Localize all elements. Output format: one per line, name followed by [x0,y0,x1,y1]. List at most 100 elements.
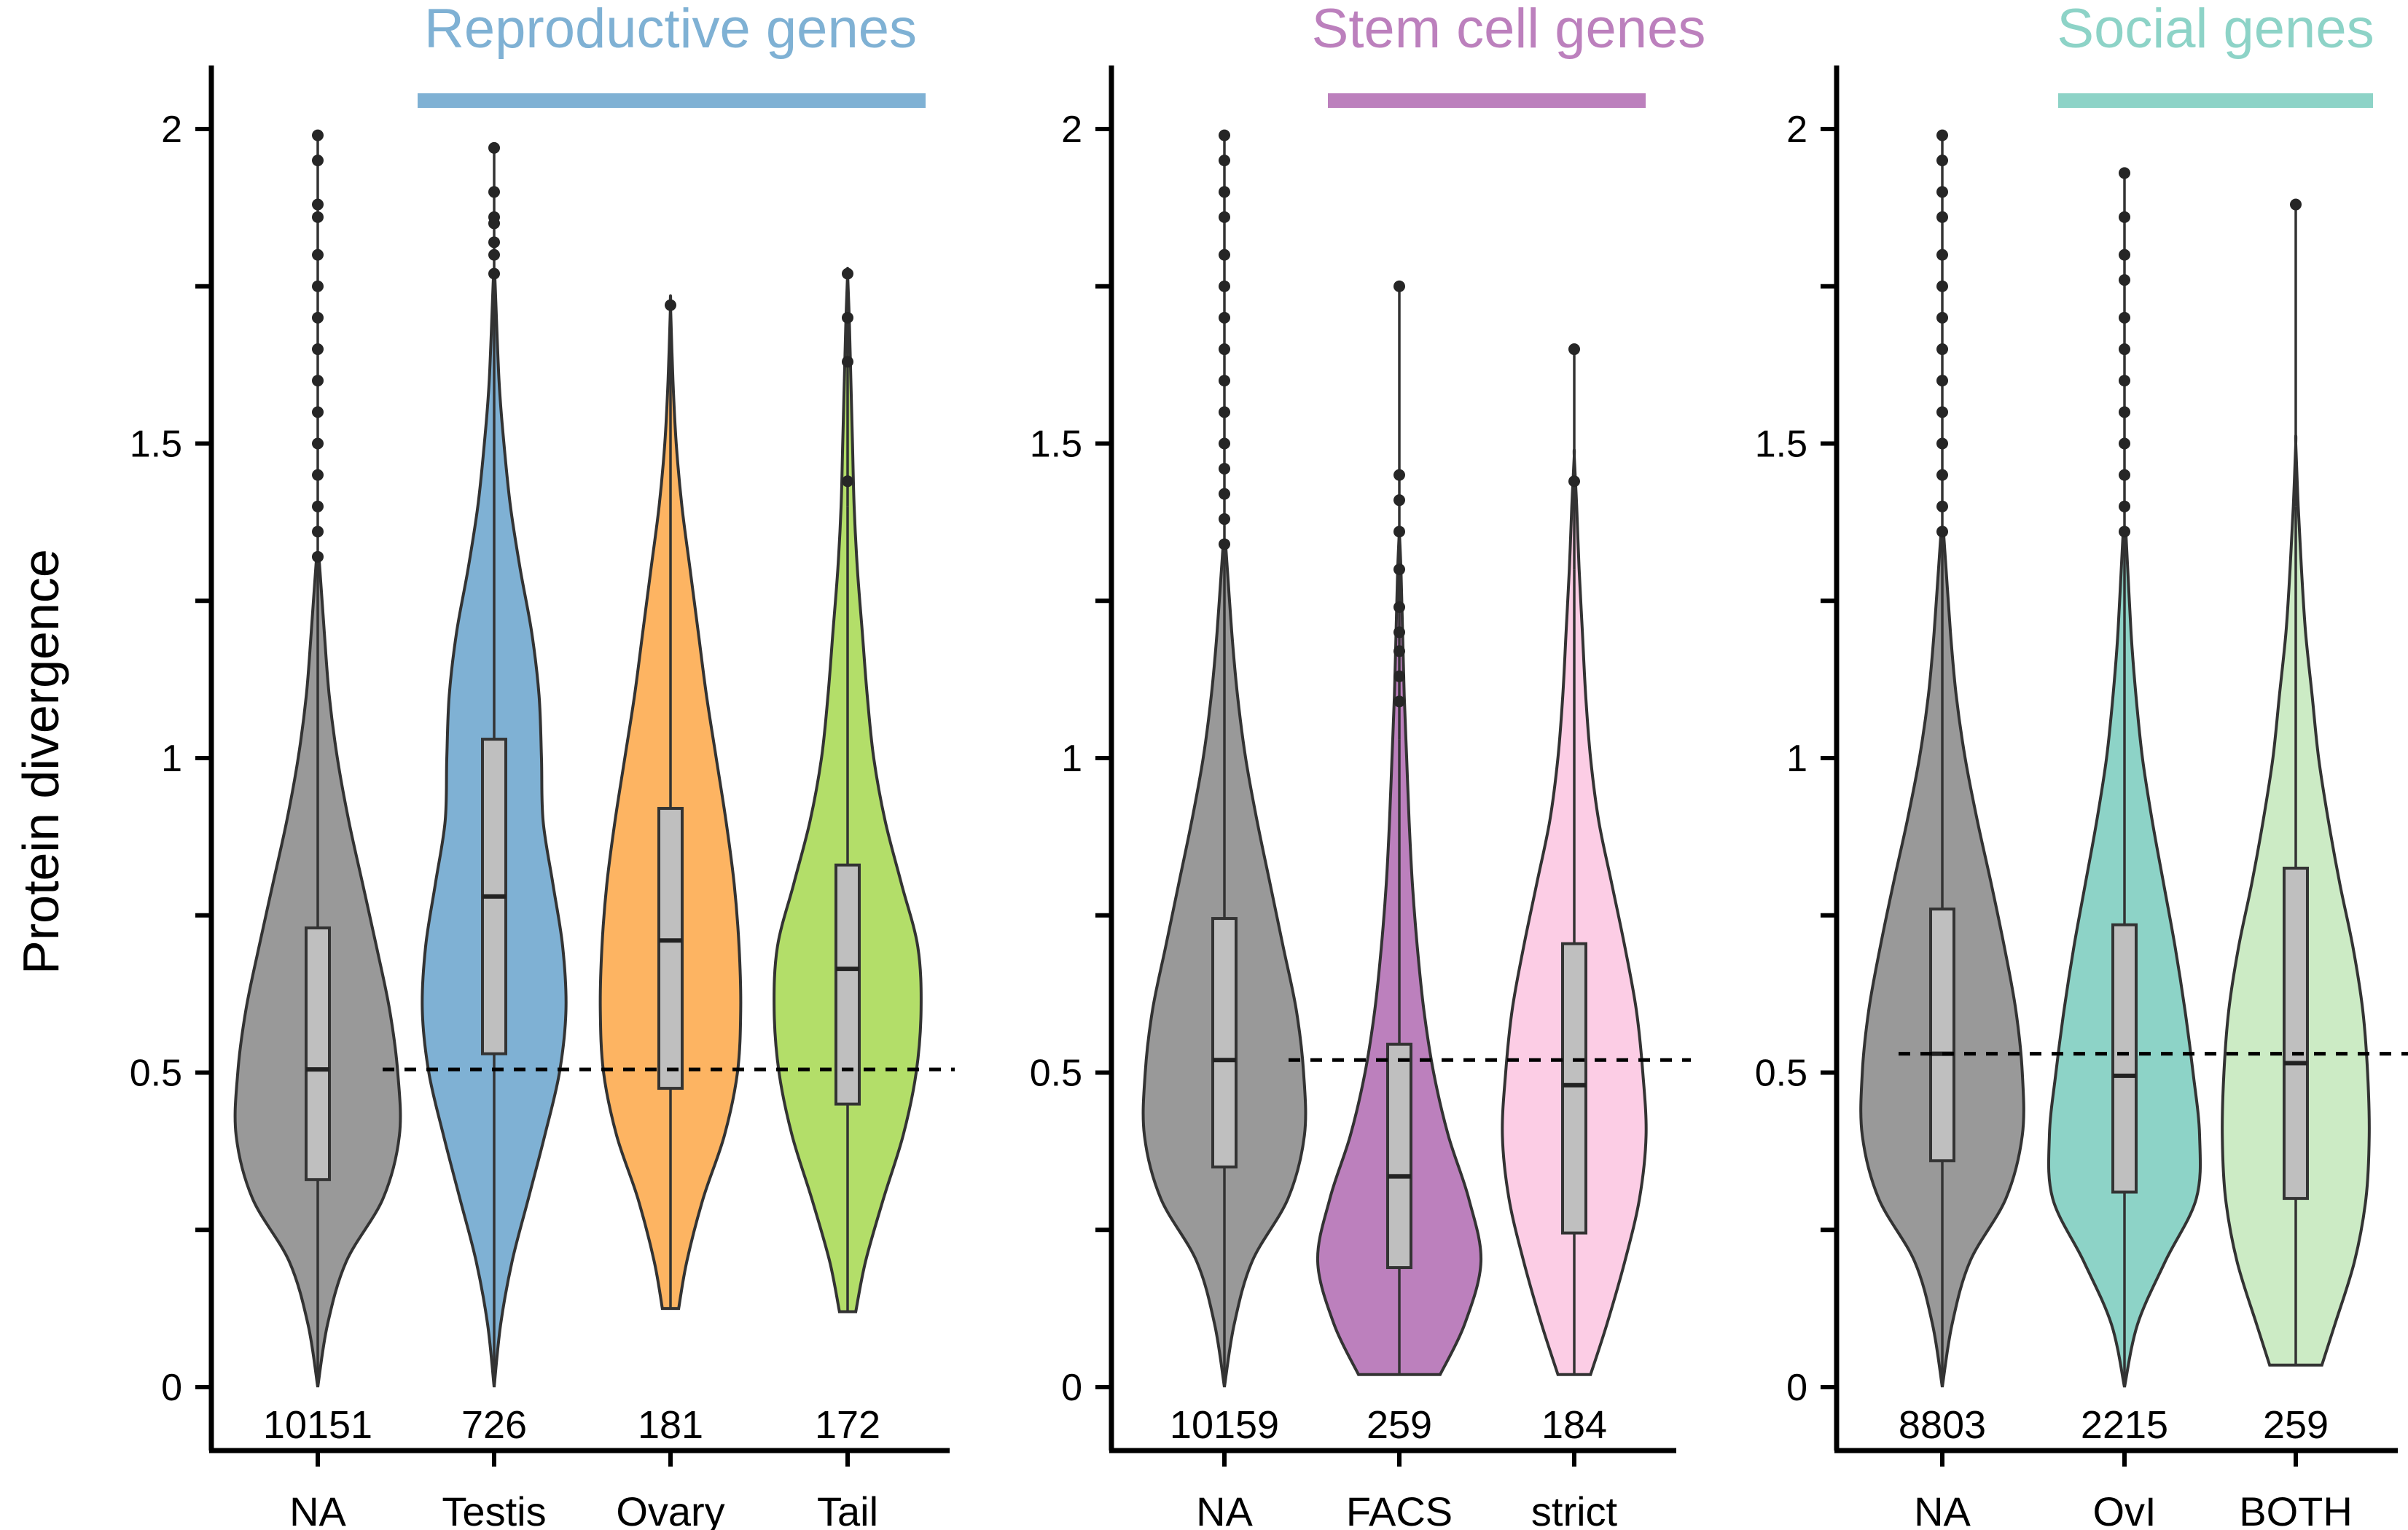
y-tick-label: 0 [1786,1367,1807,1409]
outlier-point [1936,375,1948,387]
outlier-point [1393,526,1405,538]
outlier-point [2290,198,2302,211]
n-label: 181 [638,1403,703,1447]
y-tick-label: 1.5 [130,424,182,466]
outlier-point [1393,645,1405,657]
outlier-point [2119,343,2130,356]
outlier-point [1936,249,1948,261]
outlier-point [1393,695,1405,708]
outlier-point [488,268,500,280]
outlier-point [1219,155,1230,167]
y-tick-label: 1 [161,738,182,780]
outlier-point [1219,249,1230,261]
y-tick-label: 2 [1061,109,1082,151]
x-tick-label: Ovary [616,1488,724,1530]
outlier-point [2119,526,2130,538]
outlier-point [1936,469,1948,481]
outlier-point [1568,475,1580,488]
n-label: 10151 [263,1403,372,1447]
outlier-point [312,249,324,261]
y-tick-label: 0.5 [1030,1053,1082,1095]
outlier-point [1219,513,1230,526]
x-tick-label: NA [289,1488,346,1530]
violin-tail: 172 Tail [773,266,923,1530]
outlier-point [842,268,853,280]
outlier-point [1393,601,1405,613]
outlier-point [2119,167,2130,179]
n-label: 259 [1367,1403,1432,1447]
outlier-point [312,406,324,418]
outlier-point [1219,437,1230,450]
n-label: 2215 [2081,1403,2168,1447]
outlier-point [1936,311,1948,324]
outlier-point [1393,563,1405,576]
outlier-point [1219,406,1230,418]
violin-ovi: 2215 OvI [2047,167,2202,1530]
violin-testis: 726 Testis [421,141,568,1530]
outlier-point [842,356,853,368]
x-tick-label: FACS [1346,1488,1453,1530]
chart-panels: 0 0.5 1 1.5 2 Reproductive genes 10151 NA 726 Tes… [130,0,2408,1530]
outlier-point [1936,155,1948,167]
y-tick-label: 1 [1786,738,1807,780]
outlier-point [1936,526,1948,538]
panel-title: Social genes [2057,0,2374,60]
panel-1: 0 0.5 1 1.5 2 Reproductive genes 10151 NA 726 Tes… [130,0,955,1530]
outlier-point [1936,280,1948,292]
panel-3: 0 0.5 1 1.5 2 Social genes 8803 NA 2215 OvI 259 BOT… [1755,0,2408,1530]
violin-strict: 184 strict [1501,343,1648,1530]
box-iqr [1561,942,1587,1235]
panel-2: 0 0.5 1 1.5 2 Stem cell genes 10159 NA 259 FACS 18… [1030,0,1706,1530]
y-tick-label: 0.5 [130,1053,182,1095]
outlier-point [312,155,324,167]
outlier-point [1936,406,1948,418]
outlier-point [2119,437,2130,450]
outlier-point [1219,186,1230,198]
y-tick-label: 0 [1061,1367,1082,1409]
outlier-point [2119,469,2130,481]
outlier-point [2119,249,2130,261]
outlier-point [488,186,500,198]
outlier-point [312,198,324,211]
n-label: 172 [815,1403,880,1447]
outlier-point [1219,488,1230,500]
outlier-point [312,280,324,292]
outlier-point [665,299,676,311]
outlier-point [1936,437,1948,450]
outlier-point [1393,670,1405,682]
outlier-point [312,311,324,324]
outlier-point [312,500,324,512]
outlier-point [1219,343,1230,356]
n-label: 8803 [1899,1403,1986,1447]
box-iqr [1211,917,1238,1168]
outlier-point [312,437,324,450]
y-tick-label: 2 [1786,109,1807,151]
n-label: 184 [1541,1403,1607,1447]
y-tick-label: 0 [161,1367,182,1409]
y-tick-label: 0.5 [1755,1053,1807,1095]
outlier-point [1568,343,1580,356]
outlier-point [312,469,324,481]
box-iqr [2283,867,2309,1201]
outlier-point [488,211,500,223]
n-label: 259 [2263,1403,2329,1447]
outlier-point [1393,469,1405,481]
outlier-point [1393,494,1405,507]
outlier-point [2119,406,2130,418]
outlier-point [1936,129,1948,141]
outlier-point [1219,211,1230,223]
outlier-point [2119,500,2130,512]
outlier-point [312,343,324,356]
box-iqr [1386,1042,1412,1270]
y-tick-label: 2 [161,109,182,151]
box-iqr [1929,908,1955,1163]
panel-title: Stem cell genes [1312,0,1706,60]
outlier-point [2119,211,2130,223]
outlier-point [1936,500,1948,512]
x-tick-label: NA [1914,1488,1971,1530]
outlier-point [2119,274,2130,286]
outlier-point [1393,626,1405,639]
outlier-point [488,141,500,154]
x-tick-label: NA [1196,1488,1253,1530]
